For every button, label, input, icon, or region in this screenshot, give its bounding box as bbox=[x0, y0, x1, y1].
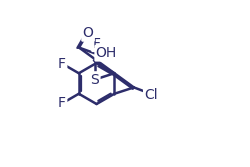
Text: S: S bbox=[90, 73, 99, 87]
Text: Cl: Cl bbox=[144, 88, 158, 102]
Text: O: O bbox=[82, 26, 94, 40]
Text: F: F bbox=[58, 57, 66, 71]
Text: F: F bbox=[92, 37, 100, 51]
Text: F: F bbox=[58, 96, 66, 110]
Text: OH: OH bbox=[96, 46, 117, 60]
